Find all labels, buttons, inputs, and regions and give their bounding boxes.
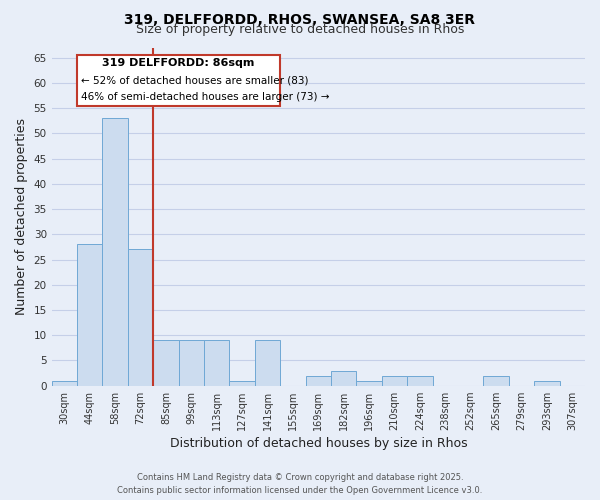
Text: Contains HM Land Registry data © Crown copyright and database right 2025.
Contai: Contains HM Land Registry data © Crown c… [118,473,482,495]
Bar [534,380,560,386]
Bar [77,244,103,386]
Text: ← 52% of detached houses are smaller (83): ← 52% of detached houses are smaller (83… [81,76,308,86]
X-axis label: Distribution of detached houses by size in Rhos: Distribution of detached houses by size … [170,437,467,450]
Bar [179,340,204,386]
Bar [229,380,255,386]
Text: 319, DELFFORDD, RHOS, SWANSEA, SA8 3ER: 319, DELFFORDD, RHOS, SWANSEA, SA8 3ER [125,12,476,26]
Bar [52,380,77,386]
Text: 319 DELFFORDD: 86sqm: 319 DELFFORDD: 86sqm [103,58,255,68]
Text: 46% of semi-detached houses are larger (73) →: 46% of semi-detached houses are larger (… [81,92,329,102]
Bar [255,340,280,386]
Bar [305,376,331,386]
Bar [204,340,229,386]
Bar [407,376,433,386]
Bar [128,250,153,386]
Bar [153,340,179,386]
FancyBboxPatch shape [77,55,280,106]
Bar [103,118,128,386]
Bar [484,376,509,386]
Bar [331,370,356,386]
Y-axis label: Number of detached properties: Number of detached properties [15,118,28,315]
Text: Size of property relative to detached houses in Rhos: Size of property relative to detached ho… [136,22,464,36]
Bar [382,376,407,386]
Bar [356,380,382,386]
